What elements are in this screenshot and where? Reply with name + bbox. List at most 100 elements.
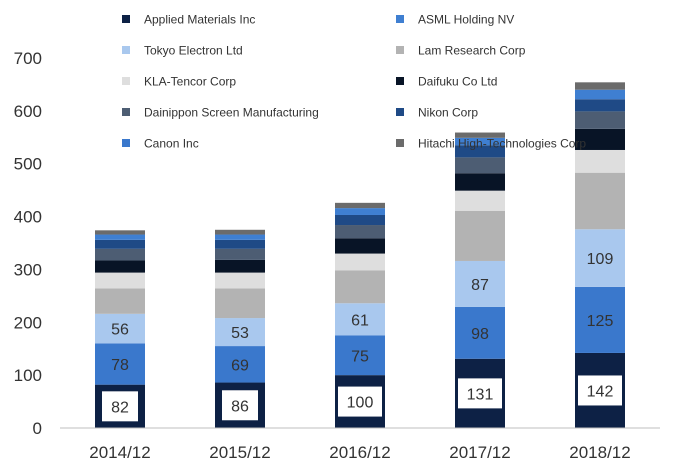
data-label-canon-inc-2018-12: 125 (587, 313, 614, 330)
bar-segment-asml-holding-nv-2014-12 (95, 234, 145, 240)
y-tick-label-200: 200 (14, 313, 42, 332)
bar-segment-tokyo-electron-ltd-2017-12 (455, 260, 505, 307)
legend-swatch-hitachi-high-technologies-corp (396, 139, 404, 147)
bar-segment-nikon-corp-2018-12 (575, 99, 625, 112)
x-axis: 2014/12 2015/12 2016/12 2017/12 2018/12 (89, 443, 630, 462)
bar-segment-tokyo-electron-ltd-2018-12 (575, 229, 625, 287)
bar-segment-dainippon-screen-manufacturing-2015-12 (215, 248, 265, 260)
bar-segment-lam-research-corp-2015-12 (215, 288, 265, 319)
legend-swatch-nikon-corp (396, 108, 404, 116)
data-label-canon-inc-2015-12: 69 (231, 357, 249, 374)
data-label-applied-materials-inc-2016-12: 100 (347, 395, 374, 412)
bars-layer: 82 78 56 86 69 53 100 75 61 131 98 87 142 125 109 (95, 82, 625, 428)
data-label-applied-materials-inc-2018-12: 142 (587, 383, 614, 400)
bar-segment-dainippon-screen-manufacturing-2017-12 (455, 157, 505, 174)
data-label-box-2014-12 (102, 391, 138, 422)
data-label-tokyo-electron-ltd-2015-12: 53 (231, 325, 249, 342)
bar-segment-lam-research-corp-2018-12 (575, 172, 625, 230)
legend-label-dainippon-screen-manufacturing: Dainippon Screen Manufacturing (144, 106, 319, 120)
legend-label-tokyo-electron-ltd: Tokyo Electron Ltd (144, 44, 243, 58)
y-tick-label-400: 400 (14, 208, 42, 227)
bar-segment-tokyo-electron-ltd-2014-12 (95, 313, 145, 344)
legend-label-asml-holding-nv: ASML Holding NV (418, 13, 514, 27)
bar-segment-lam-research-corp-2016-12 (335, 270, 385, 304)
x-tick-label-2015-12: 2015/12 (209, 443, 270, 462)
legend-swatch-kla-tencor-corp (122, 77, 130, 85)
bar-segment-lam-research-corp-2014-12 (95, 288, 145, 314)
bar-segment-daifuku-co-ltd-2016-12 (335, 238, 385, 254)
x-tick-label-2016-12: 2016/12 (329, 443, 390, 462)
x-tick-label-2014-12: 2014/12 (89, 443, 150, 462)
bar-segment-hitachi-high-technologies-corp-2015-12 (215, 229, 265, 235)
x-tick-label-2018-12: 2018/12 (569, 443, 630, 462)
data-label-tokyo-electron-ltd-2016-12: 61 (351, 312, 369, 329)
y-tick-label-500: 500 (14, 155, 42, 174)
data-label-tokyo-electron-ltd-2014-12: 56 (111, 322, 129, 339)
bar-segment-nikon-corp-2015-12 (215, 239, 265, 249)
bar-segment-hitachi-high-technologies-corp-2018-12 (575, 82, 625, 90)
y-tick-label-100: 100 (14, 366, 42, 385)
legend-label-kla-tencor-corp: KLA-Tencor Corp (144, 75, 236, 89)
bar-segment-dainippon-screen-manufacturing-2014-12 (95, 248, 145, 261)
bar-segment-tokyo-electron-ltd-2015-12 (215, 318, 265, 347)
legend-swatch-canon-inc (122, 139, 130, 147)
bar-segment-kla-tencor-corp-2014-12 (95, 272, 145, 289)
legend-label-applied-materials-inc: Applied Materials Inc (144, 13, 255, 27)
data-label-applied-materials-inc-2015-12: 86 (231, 398, 249, 415)
legend-swatch-lam-research-corp (396, 46, 404, 54)
bar-segment-nikon-corp-2017-12 (455, 145, 505, 158)
bar-segment-daifuku-co-ltd-2014-12 (95, 260, 145, 273)
data-label-box-2015-12 (222, 390, 258, 421)
bar-segment-canon-inc-2014-12 (95, 343, 145, 385)
legend-label-canon-inc: Canon Inc (144, 137, 199, 151)
bar-segment-lam-research-corp-2017-12 (455, 210, 505, 261)
data-label-canon-inc-2017-12: 98 (471, 326, 489, 343)
legend-swatch-daifuku-co-ltd (396, 77, 404, 85)
data-label-canon-inc-2014-12: 78 (111, 357, 129, 374)
data-label-box-2016-12 (338, 386, 382, 417)
data-label-tokyo-electron-ltd-2017-12: 87 (471, 277, 489, 294)
y-tick-label-300: 300 (14, 260, 42, 279)
data-label-tokyo-electron-ltd-2018-12: 109 (587, 251, 614, 268)
bar-segment-canon-inc-2016-12 (335, 335, 385, 376)
bar-segment-asml-holding-nv-2016-12 (335, 208, 385, 215)
legend-label-nikon-corp: Nikon Corp (418, 106, 478, 120)
bar-segment-nikon-corp-2016-12 (335, 214, 385, 226)
bar-segment-daifuku-co-ltd-2017-12 (455, 173, 505, 191)
data-label-applied-materials-inc-2014-12: 82 (111, 399, 129, 416)
x-tick-label-2017-12: 2017/12 (449, 443, 510, 462)
bar-segment-kla-tencor-corp-2018-12 (575, 149, 625, 173)
bar-segment-asml-holding-nv-2015-12 (215, 234, 265, 240)
bar-segment-dainippon-screen-manufacturing-2016-12 (335, 225, 385, 239)
legend-swatch-asml-holding-nv (396, 15, 404, 23)
bar-segment-dainippon-screen-manufacturing-2018-12 (575, 111, 625, 129)
bar-segment-kla-tencor-corp-2016-12 (335, 253, 385, 271)
bar-segment-kla-tencor-corp-2015-12 (215, 272, 265, 289)
bar-segment-daifuku-co-ltd-2015-12 (215, 259, 265, 273)
bar-segment-kla-tencor-corp-2017-12 (455, 190, 505, 211)
data-label-applied-materials-inc-2017-12: 131 (467, 386, 494, 403)
legend-label-lam-research-corp: Lam Research Corp (418, 44, 526, 58)
y-tick-label-700: 700 (14, 49, 42, 68)
legend-label-daifuku-co-ltd: Daifuku Co Ltd (418, 75, 497, 89)
bar-segment-nikon-corp-2014-12 (95, 239, 145, 249)
bar-segment-hitachi-high-technologies-corp-2017-12 (455, 132, 505, 138)
bar-segment-daifuku-co-ltd-2018-12 (575, 128, 625, 150)
bar-segment-asml-holding-nv-2017-12 (455, 137, 505, 146)
bar-segment-canon-inc-2017-12 (455, 306, 505, 359)
bar-segment-hitachi-high-technologies-corp-2016-12 (335, 202, 385, 209)
y-tick-label-0: 0 (33, 419, 42, 438)
y-axis: 0 100 200 300 400 500 600 700 (14, 49, 42, 438)
bar-segment-asml-holding-nv-2018-12 (575, 89, 625, 100)
data-label-box-2017-12 (458, 378, 502, 409)
bar-segment-hitachi-high-technologies-corp-2014-12 (95, 230, 145, 235)
legend-swatch-tokyo-electron-ltd (122, 46, 130, 54)
y-tick-label-600: 600 (14, 102, 42, 121)
legend-swatch-dainippon-screen-manufacturing (122, 108, 130, 116)
bar-segment-tokyo-electron-ltd-2016-12 (335, 303, 385, 336)
data-label-box-2018-12 (578, 375, 622, 406)
bar-segment-canon-inc-2018-12 (575, 286, 625, 353)
legend-label-hitachi-high-technologies-corp: Hitachi High-Technologies Corp (418, 137, 586, 151)
legend-swatch-applied-materials-inc (122, 15, 130, 23)
